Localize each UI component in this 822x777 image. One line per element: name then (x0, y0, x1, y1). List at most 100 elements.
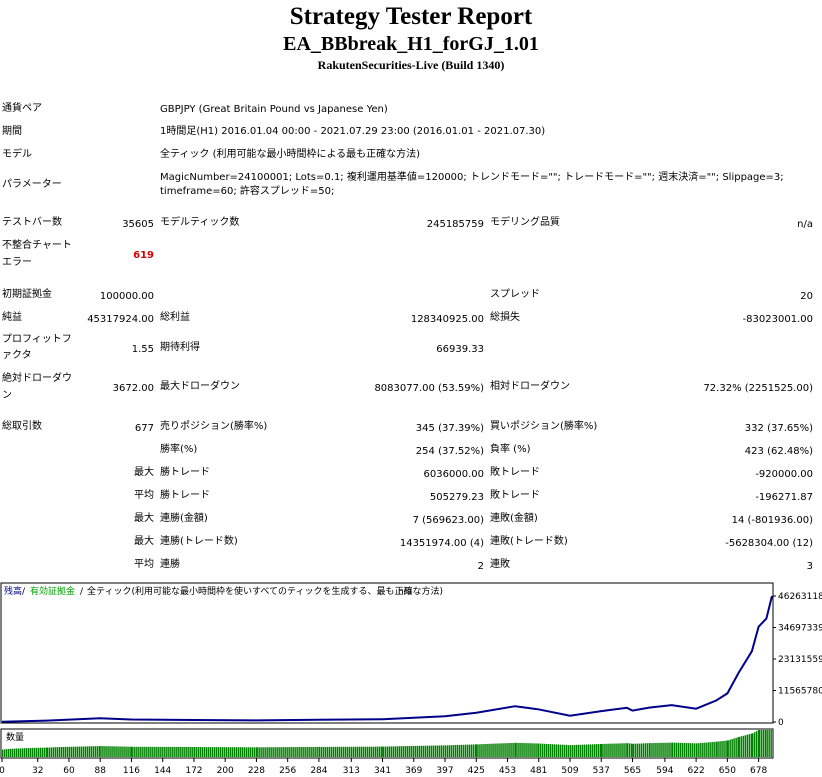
volume-bar (563, 744, 566, 757)
volume-bar (352, 746, 355, 757)
volume-bar (318, 746, 321, 757)
avg-cons-wins-label: 連勝 (160, 559, 180, 570)
volume-bar (145, 746, 147, 757)
volume-bar (621, 743, 623, 757)
volume-bar (258, 747, 260, 757)
volume-bar (312, 747, 314, 757)
volume-bar (455, 745, 457, 757)
volume-bar (346, 746, 349, 757)
volume-bar (603, 743, 605, 757)
volume-bar (78, 746, 81, 757)
volume-bar (651, 743, 653, 757)
quality-value: n/a (797, 219, 813, 230)
volume-bar (215, 747, 218, 757)
volume-bar (704, 742, 706, 757)
largest-loss-label: 敗トレード (490, 467, 540, 478)
volume-bar (358, 746, 361, 757)
volume-bar (467, 744, 469, 757)
bars-label: テストバー数 (2, 217, 62, 228)
volume-bar (459, 744, 461, 757)
volume-bar (310, 747, 312, 757)
abs-dd-label-2: ン (2, 390, 12, 401)
pf-label-2: ァクタ (2, 350, 32, 361)
volume-bar (436, 745, 438, 757)
volume-bar (100, 746, 102, 757)
volume-bar (545, 743, 548, 757)
volume-bar (320, 746, 323, 757)
cons-loss-label: 連敗(トレード数) (490, 536, 568, 547)
volume-bar (177, 746, 179, 757)
trades-label: 総取引数 (2, 421, 42, 432)
mismatch-label-2: エラー (2, 257, 32, 268)
volume-bar (410, 746, 412, 757)
volume-bar (525, 743, 527, 757)
avg-cons-losses-value: 3 (806, 561, 813, 572)
volume-bar (596, 744, 598, 757)
volume-bar (205, 747, 208, 757)
volume-bar (555, 744, 558, 757)
volume-bar (253, 747, 256, 757)
x-tick-label: 313 (343, 766, 360, 776)
volume-bar (673, 742, 676, 757)
volume-bar (646, 743, 648, 757)
volume-bar (143, 746, 145, 757)
volume-bar (671, 742, 674, 757)
volume-bar (268, 747, 270, 757)
volume-bar (766, 730, 768, 757)
gross-profit-label: 総利益 (160, 312, 190, 323)
cons-wins-money-value: 7 (569623.00) (412, 515, 484, 526)
deposit-label: 初期証拠金 (2, 289, 52, 300)
volume-bar (128, 746, 130, 757)
max-dd-label: 最大ドローダウン (160, 381, 240, 392)
volume-bar (669, 742, 671, 757)
volume-bar (223, 747, 226, 757)
volume-bar (559, 744, 562, 757)
volume-bar (683, 743, 686, 757)
volume-bar (330, 746, 333, 757)
volume-bar (663, 742, 665, 757)
volume-bar (582, 744, 584, 757)
volume-bar (607, 743, 609, 757)
volume-bar (24, 748, 26, 757)
volume-bar (716, 741, 718, 757)
volume-bar (334, 746, 337, 757)
volume-bar (157, 746, 159, 757)
volume-bar (124, 746, 126, 757)
volume-bar (574, 745, 576, 757)
volume-bar (80, 746, 83, 757)
volume-bar (744, 735, 746, 757)
volume-bar (58, 747, 61, 757)
volume-bar (374, 746, 377, 757)
volume-bar (16, 748, 18, 757)
x-tick-label: 678 (750, 766, 767, 776)
volume-bar (390, 746, 392, 757)
volume-bar (696, 743, 698, 757)
volume-bar (40, 747, 42, 757)
volume-bar (449, 745, 451, 757)
volume-bar (203, 747, 206, 757)
volume-bar (159, 746, 161, 757)
volume-bar (241, 747, 244, 757)
volume-bar (681, 742, 684, 757)
avg-label-2: 平均 (134, 559, 154, 570)
volume-bar (634, 743, 636, 757)
volume-bar (2, 749, 4, 757)
symbol-label: 通貨ペア (2, 103, 42, 114)
volume-bar (82, 746, 85, 757)
volume-bar (62, 747, 65, 757)
volume-bar (632, 743, 634, 757)
symbol-value: GBPJPY (Great Britain Pound vs Japanese … (160, 104, 388, 115)
avg-win-value: 505279.23 (429, 492, 484, 503)
volume-bar (90, 746, 93, 757)
volume-bar (702, 742, 704, 757)
volume-bar (770, 730, 772, 757)
volume-bar (193, 747, 196, 757)
volume-bar (20, 748, 22, 757)
x-tick-label: 594 (656, 766, 673, 776)
volume-bar (504, 743, 506, 757)
volume-bar (122, 746, 124, 757)
avg-cons-wins-value: 2 (477, 561, 484, 572)
volume-bar (679, 742, 682, 757)
volume-bar (302, 747, 304, 757)
volume-bar (153, 746, 155, 757)
